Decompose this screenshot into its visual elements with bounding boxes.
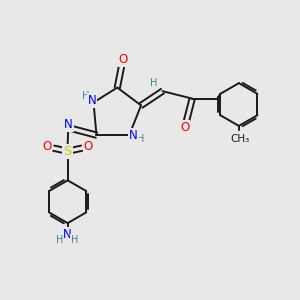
Text: N: N	[64, 118, 73, 131]
Text: O: O	[180, 121, 189, 134]
Text: N: N	[88, 94, 96, 106]
Text: N: N	[63, 228, 72, 241]
Text: CH₃: CH₃	[231, 134, 250, 144]
Text: O: O	[42, 140, 52, 153]
Text: H: H	[151, 78, 158, 88]
Text: O: O	[118, 53, 128, 66]
Text: S: S	[64, 145, 72, 158]
Text: H: H	[70, 235, 78, 245]
Text: O: O	[84, 140, 93, 153]
Text: H: H	[137, 134, 144, 144]
Text: H: H	[56, 235, 63, 245]
Text: H: H	[82, 91, 89, 101]
Text: N: N	[129, 129, 138, 142]
